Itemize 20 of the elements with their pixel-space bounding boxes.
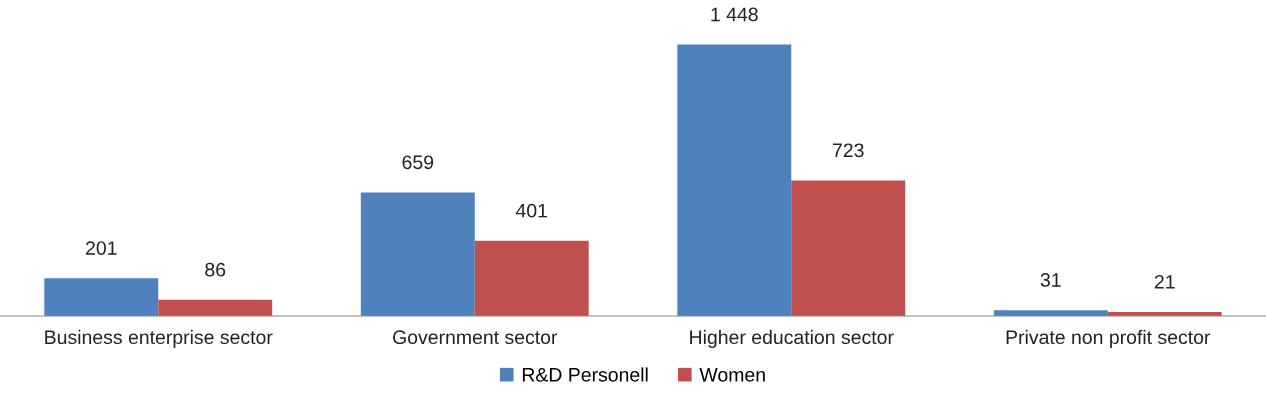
bar: [474, 240, 589, 316]
data-label: 21: [1154, 274, 1175, 289]
x-tick-label: Business enterprise sector: [45, 329, 273, 348]
legend-label: R&D Personell: [522, 367, 648, 382]
data-label: 86: [205, 262, 226, 277]
data-label: 1 448: [711, 7, 758, 22]
data-label: 401: [515, 203, 547, 218]
data-label: 201: [86, 241, 117, 255]
x-tick-label: Higher education sector: [690, 329, 894, 348]
x-tick-label: Private non profit sector: [1006, 329, 1211, 348]
legend-label: Women: [699, 368, 765, 382]
x-tick-label: Government sector: [393, 330, 558, 345]
data-label: 31: [1040, 273, 1061, 287]
bar: [44, 278, 159, 316]
data-label: 659: [402, 155, 434, 170]
bar: [791, 180, 906, 316]
data-label: 723: [833, 143, 864, 158]
bar: [677, 44, 792, 316]
bar: [360, 192, 475, 316]
bar: [158, 299, 273, 316]
